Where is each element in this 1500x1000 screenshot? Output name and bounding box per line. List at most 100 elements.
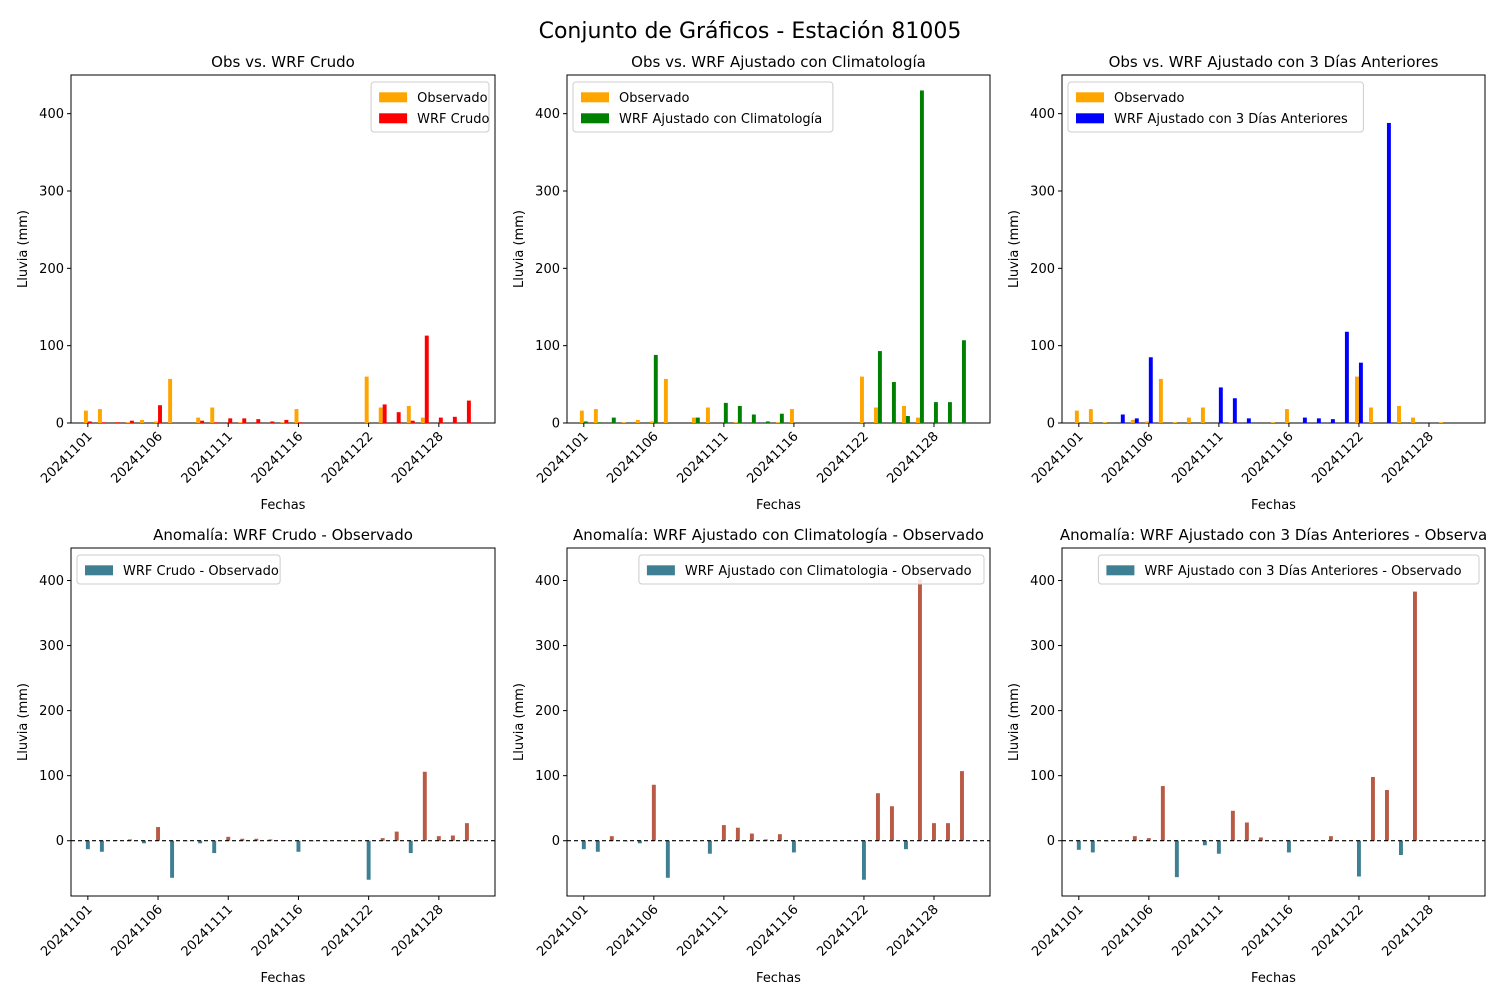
x-tick-label: 20241116 [744, 902, 801, 959]
bar-observed [916, 417, 920, 423]
anomaly-bar [637, 840, 642, 844]
anomaly-bar [380, 838, 385, 841]
chart-title: Anomalía: WRF Ajustado con Climatología … [573, 526, 984, 544]
bar-wrf [779, 413, 784, 423]
anomaly-bar [142, 840, 146, 844]
anomaly-bar [735, 827, 740, 841]
anomaly-bar [1258, 837, 1263, 841]
x-tick-label: 20241122 [814, 902, 871, 959]
plot-area [566, 547, 991, 897]
anomaly-bar [707, 840, 712, 854]
bar-wrf [961, 340, 966, 423]
anomaly-bar [99, 840, 104, 852]
legend-label: Observado [619, 91, 690, 106]
legend-swatch [379, 113, 408, 124]
anomaly-bar [1216, 840, 1221, 854]
x-axis-label: Fechas [1251, 498, 1296, 513]
bar-wrf [424, 335, 429, 423]
bar-wrf [396, 412, 401, 423]
y-tick-label: 400 [535, 574, 560, 589]
legend-swatch [646, 565, 675, 576]
bar-wrf [1358, 362, 1363, 423]
bar-observed [579, 410, 584, 423]
bar-observed [733, 422, 738, 423]
anomaly-bar [1146, 838, 1151, 841]
bar-observed [238, 422, 243, 423]
bar-observed [154, 421, 159, 423]
bar-observed [1186, 417, 1191, 423]
bar-observed [775, 422, 780, 423]
bar-observed [621, 422, 626, 423]
bar-wrf [1134, 418, 1139, 423]
y-axis-label: Lluvia (mm) [512, 210, 527, 288]
anomaly-bar [1132, 836, 1137, 841]
legend: Observado WRF Ajustado con Climatología [572, 81, 834, 133]
figure-title: Conjunto de Gráficos - Estación 81005 [539, 19, 962, 44]
anomaly-bar [85, 840, 90, 850]
bar-observed [1200, 407, 1205, 423]
y-axis-label: Lluvia (mm) [16, 210, 31, 288]
legend-label: WRF Crudo [417, 112, 489, 127]
anomaly-bar [128, 839, 132, 841]
legend-swatch [1076, 92, 1104, 103]
y-tick-label: 0 [56, 417, 64, 432]
anomaly-bar [240, 838, 245, 841]
bar-observed [635, 419, 640, 423]
bar-observed [420, 417, 425, 423]
bar-wrf [723, 402, 728, 423]
bar-observed [1439, 422, 1443, 423]
y-tick-label: 200 [39, 704, 64, 719]
x-tick-label: 20241106 [604, 902, 661, 959]
plot-area [1061, 547, 1486, 897]
bar-wrf [256, 419, 261, 423]
anomaly-bar [296, 840, 301, 852]
bar-observed [83, 410, 88, 423]
y-tick-label: 300 [39, 185, 64, 200]
bar-wrf [298, 422, 303, 423]
bar-observed [649, 421, 654, 423]
x-tick-label: 20241122 [1309, 902, 1366, 959]
chart-title: Anomalía: WRF Ajustado con 3 Días Anteri… [1060, 526, 1487, 544]
legend-label: WRF Ajustado con Climatología [619, 112, 822, 127]
legend-box [638, 554, 985, 585]
y-tick-label: 0 [1047, 834, 1055, 849]
anomaly-bar [394, 831, 399, 841]
anomaly-bar [903, 840, 908, 850]
x-tick-label: 20241101 [534, 902, 591, 959]
bar-wrf [101, 422, 106, 423]
anomaly-bar [226, 836, 231, 841]
y-tick-label: 200 [535, 704, 560, 719]
y-tick-label: 100 [1030, 339, 1055, 354]
y-tick-label: 200 [1030, 262, 1055, 277]
x-axis-label: Fechas [1251, 971, 1296, 986]
x-tick-label: 20241106 [1099, 429, 1156, 486]
anomaly-bar [1174, 840, 1179, 878]
bar-observed [1144, 421, 1149, 423]
legend-label: WRF Crudo - Observado [123, 564, 279, 579]
x-tick-label: 20241101 [38, 429, 95, 486]
legend-label: Observado [1114, 91, 1185, 106]
anomaly-bar [1356, 840, 1361, 877]
bar-wrf [933, 402, 938, 423]
y-tick-label: 300 [535, 639, 560, 654]
bar-observed [1284, 409, 1289, 423]
chart-title: Obs vs. WRF Ajustado con 3 Días Anterior… [1109, 53, 1439, 71]
legend-box [76, 554, 281, 585]
y-tick-label: 0 [552, 417, 560, 432]
anomaly-bar [254, 838, 259, 841]
x-tick-label: 20241128 [884, 902, 941, 959]
bar-wrf [158, 405, 162, 423]
y-tick-label: 200 [39, 262, 64, 277]
bar-wrf [919, 90, 924, 423]
y-tick-label: 100 [535, 769, 560, 784]
x-tick-label: 20241106 [604, 429, 661, 486]
anomaly-bar [665, 840, 670, 878]
bar-observed [280, 422, 285, 423]
anomaly-bar [581, 840, 586, 850]
legend-box [1097, 554, 1480, 585]
bar-wrf [737, 405, 742, 423]
bar-observed [1074, 410, 1079, 423]
x-tick-label: 20241106 [108, 902, 165, 959]
anomaly-bar [1230, 810, 1235, 841]
anomaly-bar [875, 793, 880, 841]
